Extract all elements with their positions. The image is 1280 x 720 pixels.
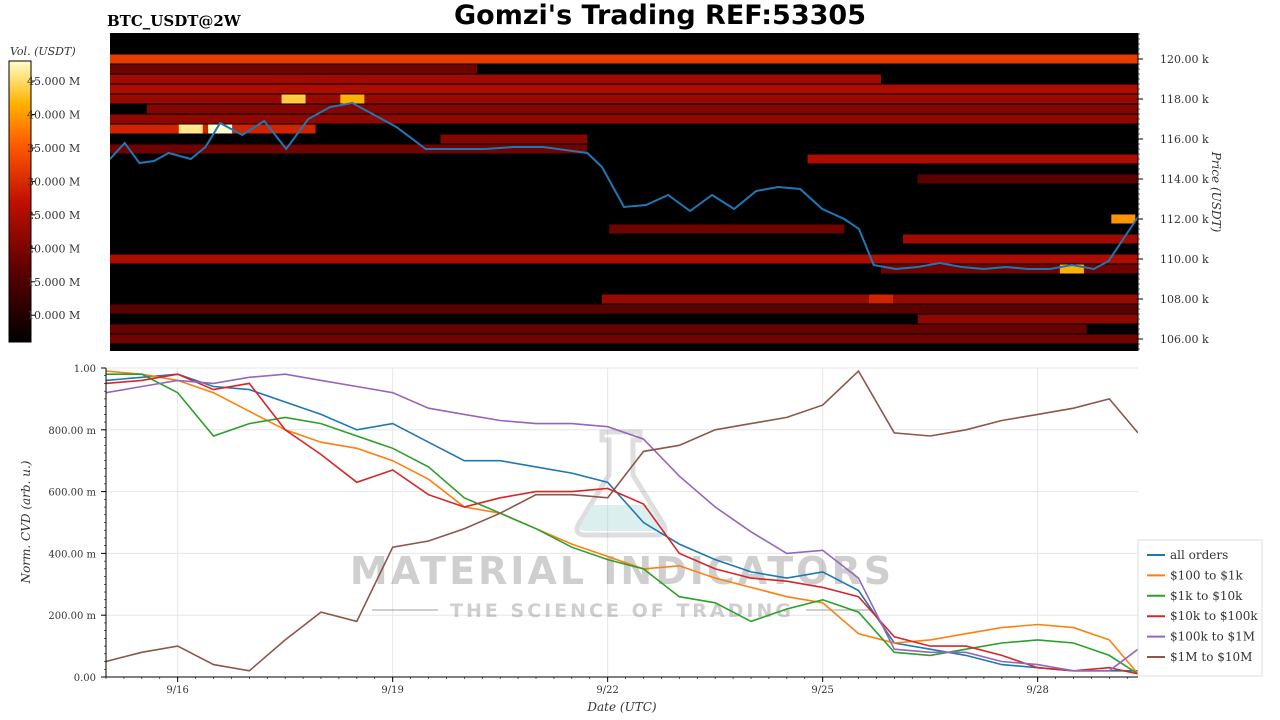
heat-hot-spot bbox=[869, 294, 893, 304]
cvd-y-tick-label: 400.00 m bbox=[48, 549, 96, 560]
legend-label: $100 to $1k bbox=[1170, 568, 1243, 582]
legend-label: $1M to $10M bbox=[1170, 650, 1252, 664]
watermark-title: MATERIAL INDICATORS bbox=[350, 549, 894, 593]
heat-hot-spot bbox=[1111, 214, 1136, 224]
heat-band bbox=[110, 114, 1138, 124]
watermark-subtitle: THE SCIENCE OF TRADING bbox=[450, 600, 794, 622]
flask-liquid-icon bbox=[579, 505, 663, 531]
legend-label: $100k to $1M bbox=[1170, 630, 1255, 644]
heat-band bbox=[110, 324, 1087, 334]
price-tick-label: 110.00 k bbox=[1160, 253, 1209, 266]
heat-band bbox=[110, 254, 1138, 264]
heat-band bbox=[110, 74, 881, 84]
chart-title: Gomzi's Trading REF:53305 bbox=[454, 0, 866, 31]
heat-band bbox=[110, 144, 588, 154]
cvd-y-tick-label: 600.00 m bbox=[48, 488, 96, 499]
heat-band bbox=[110, 94, 1138, 104]
heatmap-panel: 120.00 k 118.00 k 116.00 k 114.00 k 112.00 k… bbox=[110, 33, 1223, 351]
legend-label: $10k to $100k bbox=[1170, 609, 1258, 623]
legend: all orders $100 to $1k $1k to $10k $10k to … bbox=[1137, 539, 1263, 677]
cvd-y-tick-label: 800.00 m bbox=[48, 426, 96, 437]
price-tick-label: 116.00 k bbox=[1160, 133, 1209, 146]
colorbar-gradient bbox=[8, 60, 32, 343]
cvd-x-tick-label: 9/22 bbox=[596, 685, 618, 696]
colorbar-tick-label: 15.000 M bbox=[27, 276, 80, 289]
cvd-x-axis-label: Date (UTC) bbox=[586, 700, 656, 714]
colorbar-ticks: 45.000 M 40.000 M 35.000 M 30.000 M 25.000 M… bbox=[27, 75, 80, 322]
cvd-y-axis-label: Norm. CVD (arb. u.) bbox=[19, 460, 33, 584]
price-axis-label: Price (USDT) bbox=[1209, 151, 1223, 233]
cvd-line-r100_1k bbox=[106, 370, 1138, 675]
heat-band bbox=[440, 134, 588, 144]
colorbar-tick-label: 20.000 M bbox=[27, 242, 80, 255]
cvd-y-tick-label: 1.00 bbox=[74, 364, 96, 375]
colorbar-tick-label: 45.000 M bbox=[27, 75, 80, 88]
price-tick-label: 108.00 k bbox=[1160, 293, 1209, 306]
legend-label: $1k to $10k bbox=[1170, 589, 1243, 603]
cvd-line-all_orders bbox=[106, 373, 1138, 672]
cvd-y-tick-label: 200.00 m bbox=[48, 611, 96, 622]
cvd-series bbox=[106, 369, 1138, 675]
colorbar-tick-label: 35.000 M bbox=[27, 142, 80, 155]
colorbar-tick-label: 10.000 M bbox=[27, 309, 80, 322]
heat-band bbox=[609, 224, 845, 234]
cvd-line-r10k_100k bbox=[106, 373, 1138, 675]
colorbar: Vol. (USDT) 45.000 M 40.000 M 35.000 M 30.0… bbox=[8, 45, 80, 343]
heat-hot-spot bbox=[178, 124, 203, 134]
cvd-x-tick-label: 9/25 bbox=[811, 685, 833, 696]
heatmap-bands bbox=[110, 54, 1138, 344]
price-tick-label: 118.00 k bbox=[1160, 93, 1209, 106]
colorbar-tick-label: 40.000 M bbox=[27, 109, 80, 122]
cvd-y-tick-label: 0.00 bbox=[74, 673, 96, 684]
heat-band bbox=[146, 104, 1138, 114]
heat-band bbox=[110, 334, 1138, 344]
heat-band bbox=[110, 84, 1138, 94]
heat-band bbox=[881, 264, 1138, 274]
heat-hot-spot bbox=[340, 94, 365, 104]
heat-hot-spot bbox=[208, 124, 233, 134]
colorbar-tick-label: 25.000 M bbox=[27, 209, 80, 222]
colorbar-label: Vol. (USDT) bbox=[10, 45, 76, 58]
colorbar-tick-label: 30.000 M bbox=[27, 175, 80, 188]
heat-band bbox=[917, 174, 1138, 184]
heat-band bbox=[917, 314, 1138, 324]
cvd-x-tick-label: 9/16 bbox=[166, 685, 188, 696]
heat-hot-spot bbox=[281, 94, 306, 104]
price-line bbox=[110, 101, 1138, 271]
price-tick-label: 120.00 k bbox=[1160, 53, 1209, 66]
watermark: MATERIAL INDICATORS THE SCIENCE OF TRADI… bbox=[350, 429, 894, 622]
heat-band bbox=[110, 304, 1138, 314]
cvd-panel: MATERIAL INDICATORS THE SCIENCE OF TRADI… bbox=[19, 364, 1263, 714]
heat-band bbox=[110, 64, 478, 74]
cvd-line-r1m_10m bbox=[106, 369, 1138, 672]
heat-band bbox=[110, 54, 1138, 64]
price-axis: 120.00 k 118.00 k 116.00 k 114.00 k 112.00 k… bbox=[1137, 33, 1209, 351]
cvd-x-tick-label: 9/19 bbox=[381, 685, 403, 696]
price-tick-label: 112.00 k bbox=[1160, 213, 1209, 226]
cvd-axes: 1.00 800.00 m 600.00 m 400.00 m 200.00 m 0.00… bbox=[48, 364, 1138, 696]
heat-band bbox=[807, 154, 1138, 164]
cvd-line-r100k_1m bbox=[106, 373, 1138, 672]
legend-box bbox=[1137, 539, 1263, 677]
symbol-label: BTC_USDT@2W bbox=[107, 12, 242, 30]
heat-hot-spot bbox=[1059, 264, 1084, 274]
legend-label: all orders bbox=[1170, 548, 1228, 562]
price-tick-label: 106.00 k bbox=[1160, 333, 1209, 346]
heat-band bbox=[903, 234, 1138, 244]
flask-icon bbox=[574, 429, 668, 538]
cvd-x-tick-label: 9/28 bbox=[1026, 685, 1048, 696]
price-tick-label: 114.00 k bbox=[1160, 173, 1209, 186]
